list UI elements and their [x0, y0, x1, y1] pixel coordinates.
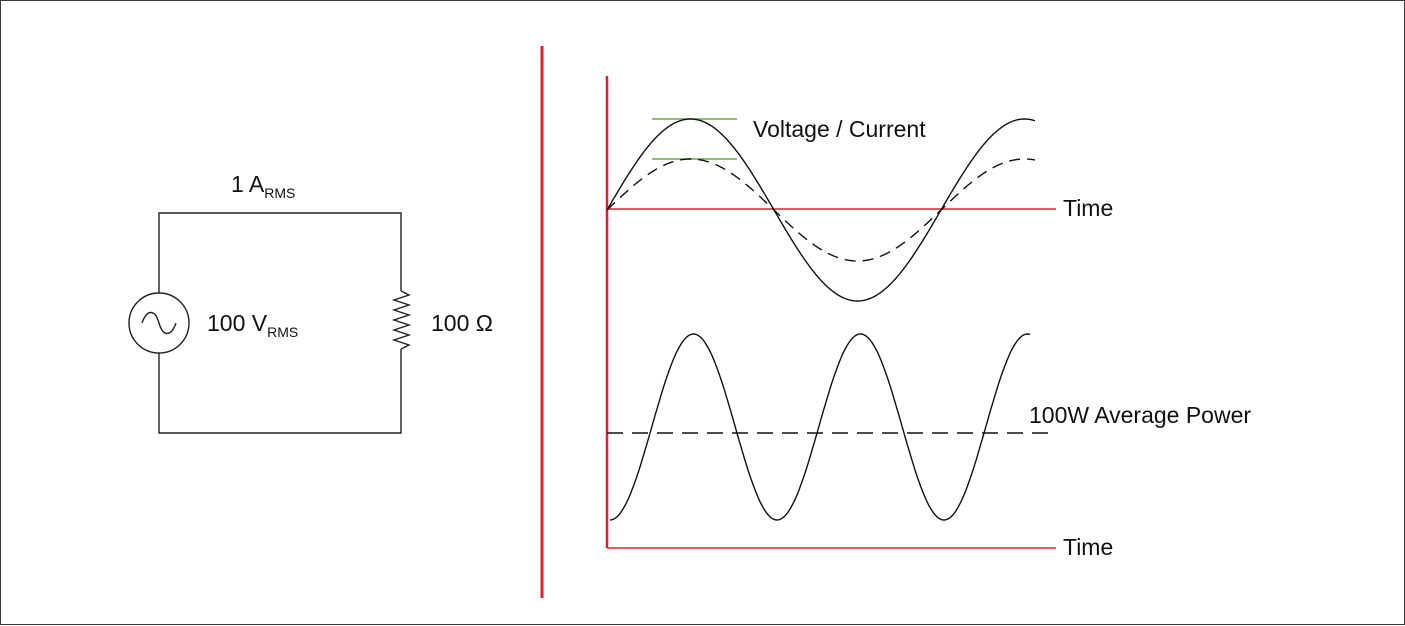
time-label-top: Time: [1063, 195, 1114, 221]
circuit: [128, 212, 412, 434]
waveform-panel: [605, 76, 1056, 549]
wire-right-bottom: [158, 349, 402, 434]
voltage-waveform: [606, 118, 1036, 302]
current-value: 1 A: [231, 171, 265, 197]
current-subscript: RMS: [264, 185, 296, 201]
wire-left-top: [158, 212, 402, 293]
voltage-current-label: Voltage / Current: [753, 116, 926, 142]
voltage-subscript: RMS: [267, 324, 299, 340]
voltage-value: 100 V: [207, 310, 268, 336]
current-label: 1 ARMS: [231, 171, 296, 201]
time-label-bottom: Time: [1063, 534, 1114, 560]
power-waveform: [609, 333, 1031, 521]
current-waveform: [606, 158, 1036, 262]
ac-source-icon: [128, 292, 190, 354]
resistance-label: 100 Ω: [431, 310, 493, 336]
voltage-label: 100 VRMS: [207, 310, 299, 340]
average-power-label: 100W Average Power: [1029, 402, 1252, 428]
resistor-icon: [391, 290, 412, 350]
